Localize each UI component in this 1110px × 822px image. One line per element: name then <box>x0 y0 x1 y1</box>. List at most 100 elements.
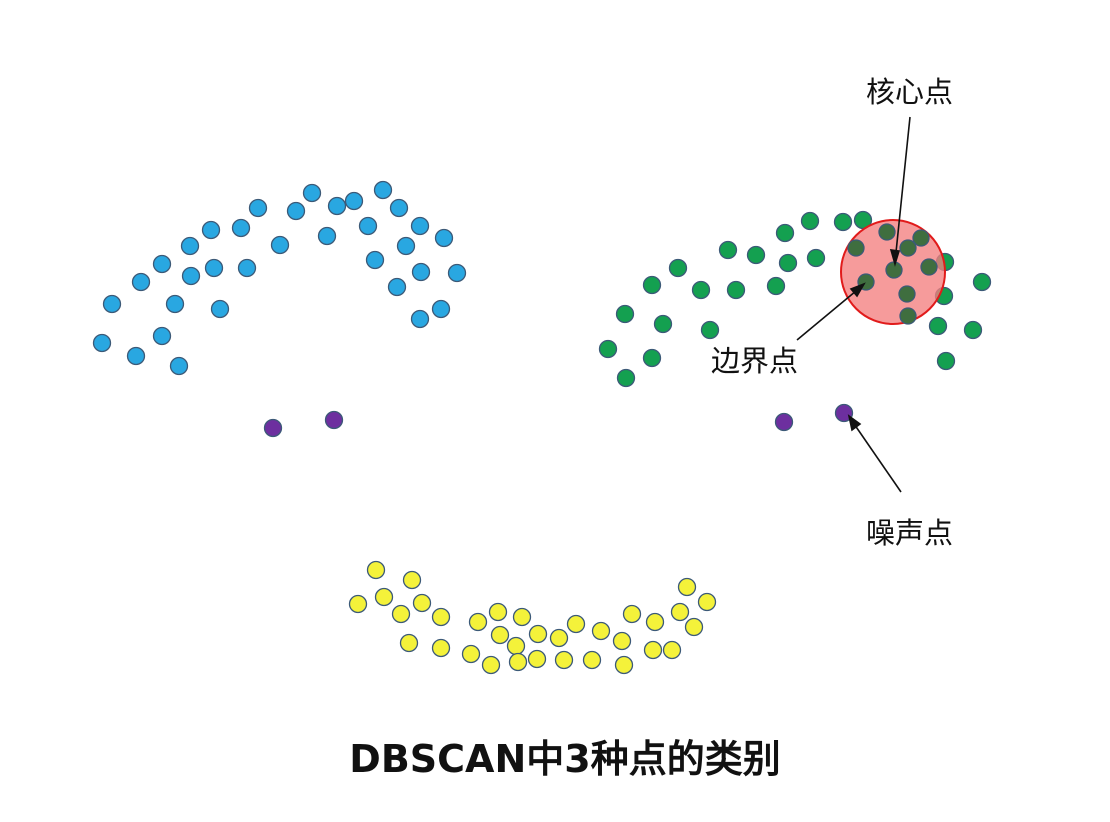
green-point <box>766 276 786 296</box>
yellow-point <box>566 614 586 634</box>
yellow-point <box>399 633 419 653</box>
neighborhood-point <box>920 258 938 276</box>
noise-point <box>324 410 344 430</box>
blue-point <box>248 198 268 218</box>
noise-points <box>263 403 854 438</box>
noise-arrowhead <box>847 414 862 432</box>
yellow-point <box>645 612 665 632</box>
green-point <box>668 258 688 278</box>
blue-point <box>431 299 451 319</box>
neighborhood-point <box>912 229 930 247</box>
core-point-label: 核心点 <box>866 75 953 109</box>
green-point <box>775 223 795 243</box>
blue-point <box>180 236 200 256</box>
yellow-point <box>506 636 526 656</box>
blue-point <box>152 326 172 346</box>
blue-point <box>210 299 230 319</box>
blue-point <box>152 254 172 274</box>
blue-point <box>131 272 151 292</box>
blue-point <box>286 201 306 221</box>
border-arrow <box>796 285 863 341</box>
green-point <box>972 272 992 292</box>
noise-point-label: 噪声点 <box>866 516 953 550</box>
yellow-point <box>402 570 422 590</box>
green-point <box>718 240 738 260</box>
green-point <box>746 245 766 265</box>
blue-point <box>327 196 347 216</box>
green-point <box>700 320 720 340</box>
blue-point <box>365 250 385 270</box>
yellow-point <box>527 649 547 669</box>
noise-arrow <box>849 417 902 493</box>
yellow-point <box>662 640 682 660</box>
blue-point <box>204 258 224 278</box>
blue-point <box>317 226 337 246</box>
noise-point <box>834 403 854 423</box>
yellow-point <box>554 650 574 670</box>
yellow-point <box>697 592 717 612</box>
blue-point <box>270 235 290 255</box>
noise-point <box>774 412 794 432</box>
yellow-point <box>512 607 532 627</box>
neighborhood-point <box>899 239 917 257</box>
neighborhood-point <box>898 285 916 303</box>
green-point <box>928 316 948 336</box>
yellow-point <box>431 638 451 658</box>
blue-point <box>373 180 393 200</box>
core-arrowhead <box>889 249 901 267</box>
yellow-point <box>622 604 642 624</box>
yellow-point <box>488 602 508 622</box>
yellow-point <box>670 602 690 622</box>
yellow-point <box>348 594 368 614</box>
green-point <box>642 348 662 368</box>
yellow-point <box>591 621 611 641</box>
yellow-point <box>412 593 432 613</box>
blue-point <box>410 216 430 236</box>
yellow-point <box>612 631 632 651</box>
points-inside-neighborhood <box>847 223 938 325</box>
green-point <box>936 351 956 371</box>
yellow-point <box>461 644 481 664</box>
green-point <box>691 280 711 300</box>
yellow-cluster <box>348 560 717 675</box>
green-point <box>800 211 820 231</box>
green-point <box>806 248 826 268</box>
noise-point <box>263 418 283 438</box>
green-point <box>778 253 798 273</box>
core-arrow <box>894 116 911 263</box>
yellow-point <box>366 560 386 580</box>
green-point <box>642 275 662 295</box>
blue-point <box>396 236 416 256</box>
green-point <box>598 339 618 359</box>
green-point <box>963 320 983 340</box>
blue-point <box>389 198 409 218</box>
yellow-point <box>431 607 451 627</box>
border-arrowhead <box>849 282 866 298</box>
blue-point <box>92 333 112 353</box>
neighborhood-point <box>878 223 896 241</box>
blue-point <box>358 216 378 236</box>
blue-point <box>181 266 201 286</box>
neighborhood-point <box>847 239 865 257</box>
blue-point <box>434 228 454 248</box>
yellow-point <box>582 650 602 670</box>
green-point <box>653 314 673 334</box>
blue-cluster <box>92 180 467 376</box>
green-point <box>726 280 746 300</box>
green-point <box>615 304 635 324</box>
blue-point <box>411 262 431 282</box>
green-point <box>833 212 853 232</box>
yellow-point <box>468 612 488 632</box>
blue-point <box>169 356 189 376</box>
yellow-point <box>549 628 569 648</box>
blue-point <box>102 294 122 314</box>
blue-point <box>237 258 257 278</box>
blue-point <box>447 263 467 283</box>
yellow-point <box>684 617 704 637</box>
neighborhood-point <box>885 261 903 279</box>
blue-point <box>231 218 251 238</box>
neighborhood-point <box>899 307 917 325</box>
yellow-point <box>391 604 411 624</box>
blue-point <box>302 183 322 203</box>
